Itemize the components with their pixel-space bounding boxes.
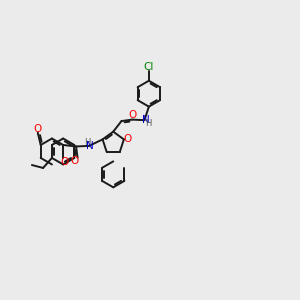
Text: O: O	[124, 134, 132, 144]
Text: Cl: Cl	[144, 62, 154, 73]
Text: N: N	[142, 115, 149, 125]
Text: O: O	[34, 124, 42, 134]
Text: N: N	[86, 141, 94, 151]
Text: O: O	[128, 110, 137, 120]
Text: H: H	[146, 118, 152, 127]
Text: H: H	[84, 138, 91, 147]
Text: O: O	[70, 157, 78, 166]
Text: O: O	[60, 157, 68, 167]
